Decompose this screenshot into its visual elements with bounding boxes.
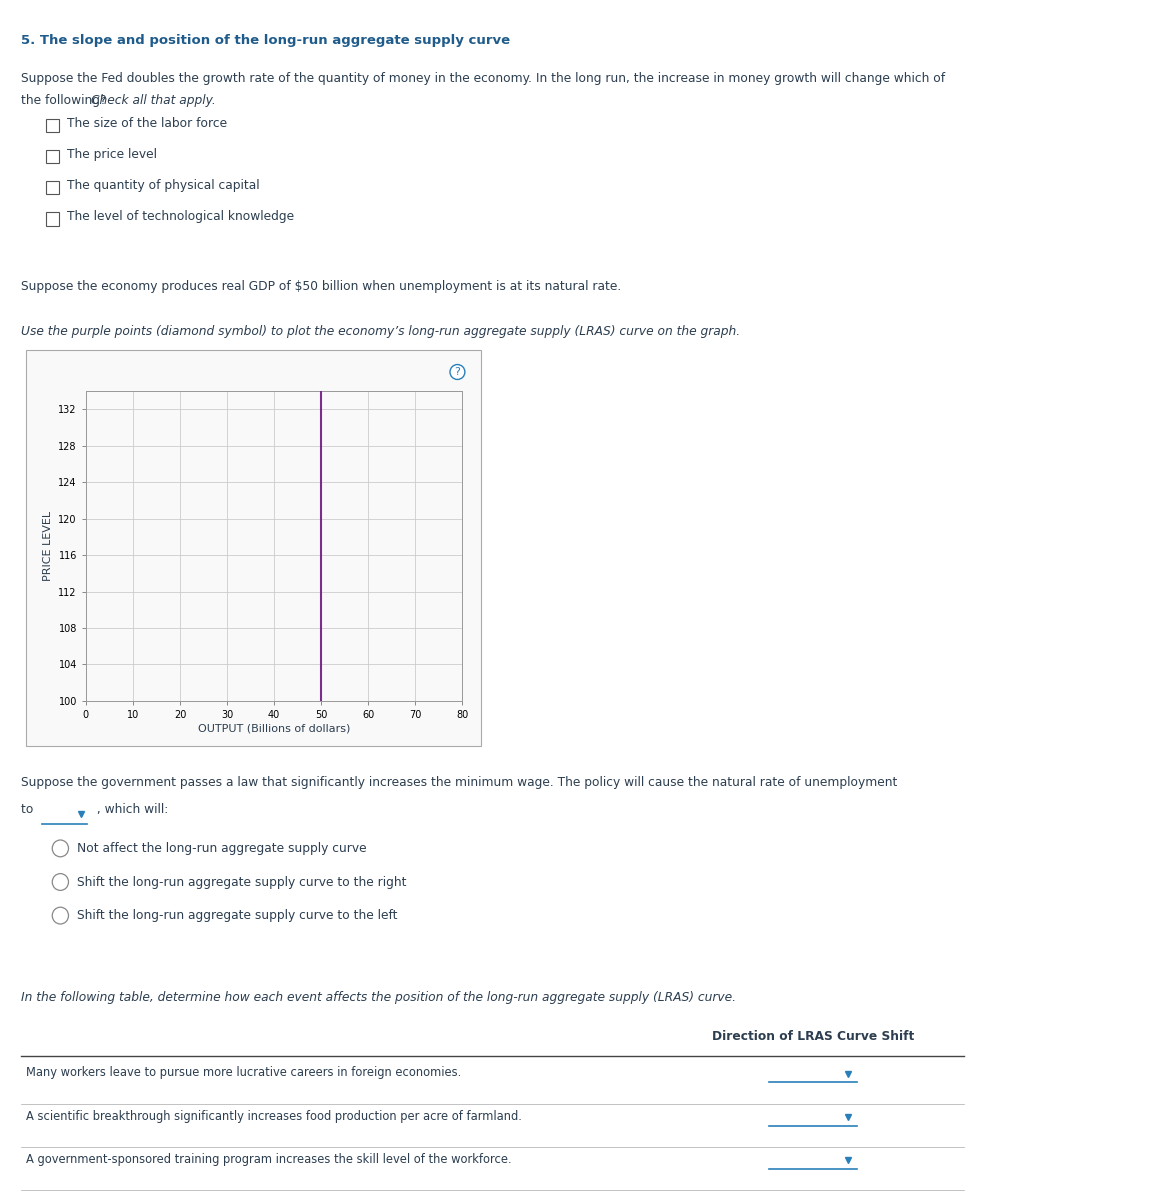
Text: A government-sponsored training program increases the skill level of the workfor: A government-sponsored training program … (26, 1153, 511, 1165)
Text: ?: ? (454, 367, 461, 377)
Circle shape (52, 907, 68, 924)
Text: Suppose the economy produces real GDP of $50 billion when unemployment is at its: Suppose the economy produces real GDP of… (21, 280, 621, 293)
Text: Suppose the government passes a law that significantly increases the minimum wag: Suppose the government passes a law that… (21, 776, 897, 790)
Text: Shift the long-run aggregate supply curve to the left: Shift the long-run aggregate supply curv… (77, 910, 397, 922)
Text: , which will:: , which will: (93, 803, 168, 816)
Text: Many workers leave to pursue more lucrative careers in foreign economies.: Many workers leave to pursue more lucrat… (26, 1067, 461, 1079)
Bar (46, 212, 59, 226)
Text: LRAS: LRAS (374, 460, 405, 473)
Bar (46, 119, 59, 132)
Text: the following?: the following? (21, 94, 110, 107)
Text: The price level: The price level (67, 148, 158, 161)
Text: Not affect the long-run aggregate supply curve: Not affect the long-run aggregate supply… (77, 842, 366, 854)
X-axis label: OUTPUT (Billions of dollars): OUTPUT (Billions of dollars) (197, 724, 351, 734)
Circle shape (52, 840, 68, 857)
Text: Shift the long-run aggregate supply curve to the right: Shift the long-run aggregate supply curv… (77, 876, 406, 888)
Text: Use the purple points (diamond symbol) to plot the economy’s long-run aggregate : Use the purple points (diamond symbol) t… (21, 325, 740, 338)
Y-axis label: PRICE LEVEL: PRICE LEVEL (43, 511, 53, 581)
Text: Direction of LRAS Curve Shift: Direction of LRAS Curve Shift (712, 1030, 914, 1043)
Bar (46, 181, 59, 194)
Text: 5. The slope and position of the long-run aggregate supply curve: 5. The slope and position of the long-ru… (21, 34, 510, 47)
Text: to: to (21, 803, 37, 816)
Text: A scientific breakthrough significantly increases food production per acre of fa: A scientific breakthrough significantly … (26, 1110, 521, 1122)
Text: The size of the labor force: The size of the labor force (67, 116, 228, 130)
Text: Check all that apply.: Check all that apply. (91, 94, 215, 107)
Bar (46, 150, 59, 163)
Circle shape (52, 874, 68, 890)
Bar (26, 350, 481, 746)
Text: In the following table, determine how each event affects the position of the lon: In the following table, determine how ea… (21, 991, 736, 1004)
Text: The quantity of physical capital: The quantity of physical capital (67, 179, 260, 192)
Text: Suppose the Fed doubles the growth rate of the quantity of money in the economy.: Suppose the Fed doubles the growth rate … (21, 72, 945, 85)
Text: The level of technological knowledge: The level of technological knowledge (67, 210, 295, 223)
